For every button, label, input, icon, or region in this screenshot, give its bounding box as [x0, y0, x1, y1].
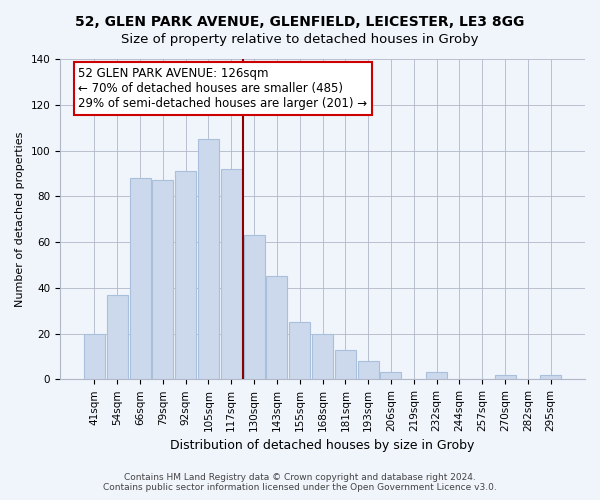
Text: 52 GLEN PARK AVENUE: 126sqm
← 70% of detached houses are smaller (485)
29% of se: 52 GLEN PARK AVENUE: 126sqm ← 70% of det… [79, 67, 368, 110]
Bar [312, 334, 333, 380]
Bar [175, 171, 196, 380]
Text: Contains HM Land Registry data © Crown copyright and database right 2024.
Contai: Contains HM Land Registry data © Crown c… [103, 473, 497, 492]
X-axis label: Distribution of detached houses by size in Groby: Distribution of detached houses by size … [170, 440, 475, 452]
Bar [130, 178, 151, 380]
Bar [152, 180, 173, 380]
Bar [221, 169, 242, 380]
Bar [84, 334, 105, 380]
Bar [335, 350, 356, 380]
Bar [494, 374, 515, 380]
Text: Size of property relative to detached houses in Groby: Size of property relative to detached ho… [121, 32, 479, 46]
Bar [244, 235, 265, 380]
Bar [266, 276, 287, 380]
Bar [380, 372, 401, 380]
Bar [289, 322, 310, 380]
Bar [358, 361, 379, 380]
Bar [540, 374, 561, 380]
Text: 52, GLEN PARK AVENUE, GLENFIELD, LEICESTER, LE3 8GG: 52, GLEN PARK AVENUE, GLENFIELD, LEICEST… [76, 15, 524, 29]
Y-axis label: Number of detached properties: Number of detached properties [15, 132, 25, 307]
Bar [426, 372, 447, 380]
Bar [107, 294, 128, 380]
Bar [198, 139, 219, 380]
